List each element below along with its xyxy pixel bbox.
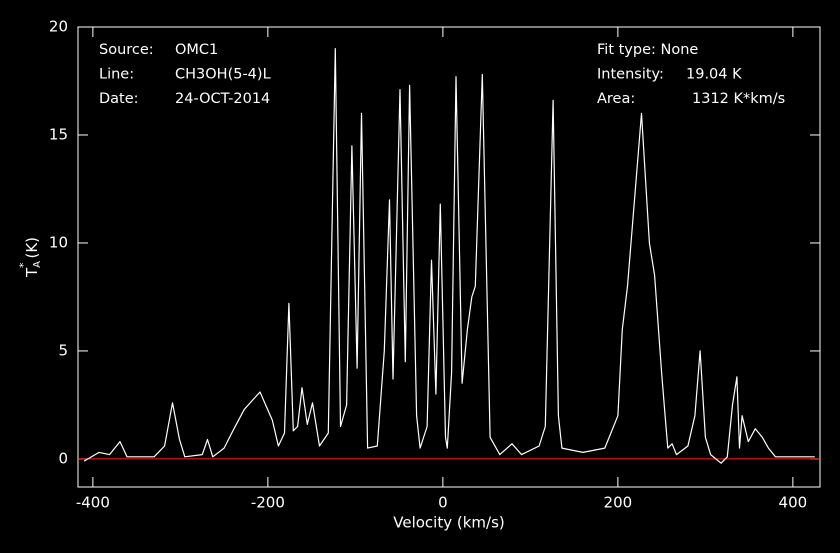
annotation-label: Fit type: None (597, 42, 698, 58)
annotation-label: Intensity: (597, 67, 664, 83)
annotation-label: Source: (99, 42, 154, 58)
x-tick-label: 200 (604, 494, 633, 512)
annotation-label: Line: (99, 67, 134, 83)
y-tick-label: 5 (58, 341, 68, 359)
y-label-sup: * (17, 262, 30, 268)
x-tick-label: 0 (438, 494, 448, 512)
annotation-value: 1312 K*km/s (692, 91, 785, 107)
plot-frame (77, 26, 821, 488)
y-label-base: T (23, 267, 41, 278)
x-tick-label: -400 (76, 494, 110, 512)
annotation-value: OMC1 (175, 42, 218, 58)
y-tick-label: 10 (49, 233, 68, 251)
x-tick-label: -200 (251, 494, 285, 512)
y-axis-label: TA* (K) (17, 237, 43, 278)
y-tick-label: 20 (49, 18, 68, 36)
x-axis-label: Velocity (km/s) (393, 514, 504, 532)
y-label-sub: A (32, 261, 43, 268)
spectrum-line (83, 48, 815, 464)
annotation-label: Date: (99, 91, 139, 107)
annotation-value: 19.04 K (686, 67, 742, 83)
y-tick-label: 0 (58, 449, 68, 467)
annotation-value: CH3OH(5-4)L (175, 67, 271, 83)
x-tick-label: 400 (779, 494, 808, 512)
annotation-label: Area: (597, 91, 635, 107)
y-tick-label: 15 (49, 125, 68, 143)
annotation-value: 24-OCT-2014 (175, 91, 270, 107)
y-label-unit: (K) (23, 237, 41, 259)
